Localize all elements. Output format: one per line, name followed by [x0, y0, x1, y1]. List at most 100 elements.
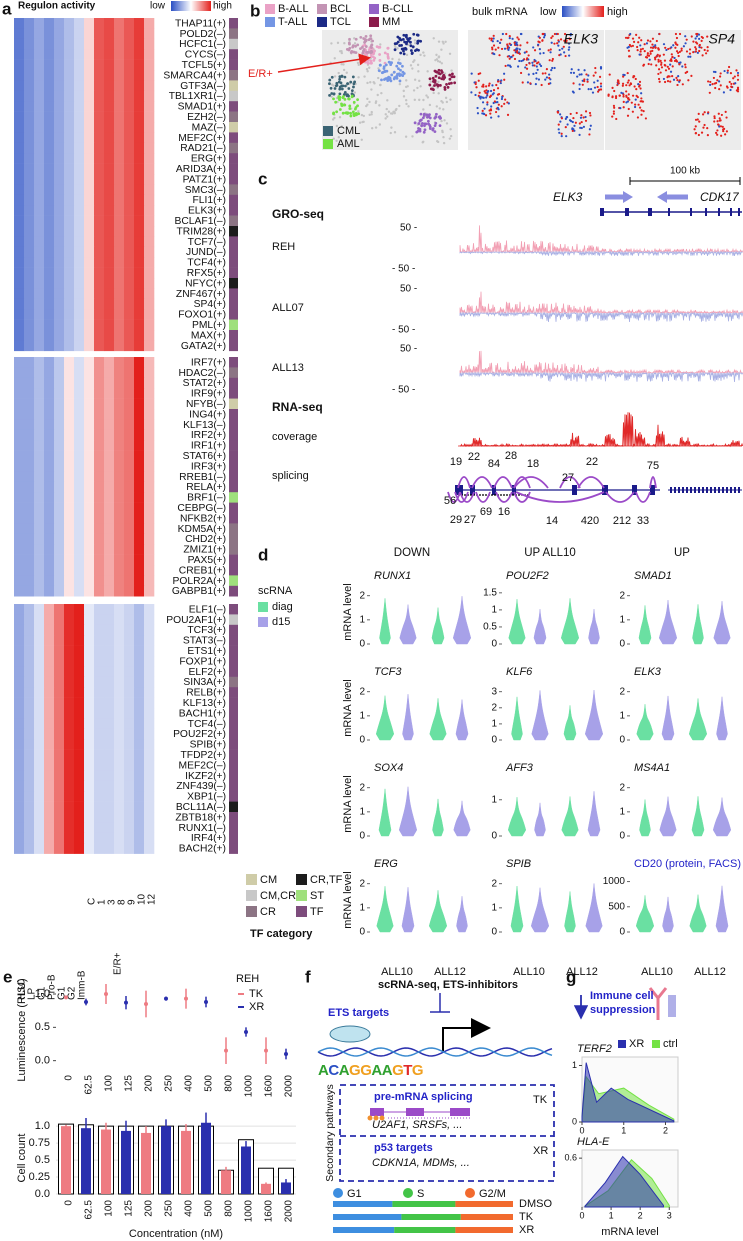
heatmap-cell — [24, 708, 35, 719]
heatmap-cell — [124, 18, 135, 29]
tsne-point — [562, 45, 565, 48]
tsne-point — [386, 56, 390, 60]
heatmap-cell — [134, 749, 145, 761]
tsne-point — [638, 85, 641, 88]
heatmap-cell — [84, 357, 95, 368]
violin — [533, 609, 547, 645]
tsne-point — [663, 80, 667, 84]
heatmap-cell — [94, 122, 105, 133]
tsne-point — [622, 93, 625, 96]
gene-label: KLF6 — [506, 666, 533, 678]
heatmap-cell — [94, 319, 105, 331]
heatmap-cell — [54, 132, 65, 144]
tsne-point — [330, 42, 333, 45]
heatmap-cell — [14, 340, 25, 352]
heatmap-cell — [44, 585, 55, 597]
y-tick-label: 2 — [359, 590, 365, 601]
category-cell — [229, 492, 238, 503]
regulon-label: PATZ1(+) — [183, 174, 226, 185]
tsne-point — [361, 59, 364, 62]
tsne-point — [659, 71, 662, 74]
heatmap-cell — [64, 801, 75, 813]
heatmap-cell — [144, 28, 155, 40]
tsne-point — [373, 56, 377, 60]
heatmap-cell — [134, 585, 145, 597]
tsne-point — [492, 89, 496, 92]
heatmap-cell — [84, 267, 95, 279]
heatmap-cell — [64, 419, 75, 431]
heatmap-cell — [124, 614, 135, 626]
heatmap-cell — [134, 770, 145, 782]
regulon-label: NFYC(+) — [185, 278, 226, 289]
tsne-point — [736, 74, 740, 77]
heatmap-cell — [84, 236, 95, 248]
tsne-point — [435, 53, 438, 57]
heatmap-cell — [104, 90, 115, 102]
heatmap-cell — [34, 481, 45, 493]
tsne-point — [438, 124, 442, 128]
category-cell — [229, 90, 238, 102]
tsne-point — [366, 70, 369, 73]
tsne-point — [518, 48, 521, 51]
tsne-point — [428, 83, 432, 87]
tsne-point — [537, 78, 541, 81]
tsne-point — [402, 52, 406, 56]
y-axis-label: mRNA level — [342, 871, 354, 928]
heatmap-cell — [94, 90, 105, 102]
heatmap-cell — [34, 111, 45, 123]
tsne-point — [482, 85, 485, 88]
tsne-point — [343, 90, 347, 94]
heatmap-cell — [64, 205, 75, 216]
heatmap-cell — [44, 492, 55, 503]
tsne-point — [583, 78, 586, 81]
heatmap-cell — [74, 502, 85, 514]
violin — [635, 895, 655, 933]
heatmap-cell — [114, 80, 125, 92]
tsne-point — [724, 110, 727, 113]
heatmap-cell — [94, 330, 105, 341]
violin — [564, 891, 576, 933]
legend-label: d15 — [272, 616, 290, 628]
tsne-point — [440, 69, 443, 73]
tsne-point — [512, 54, 515, 57]
heatmap-cell — [44, 246, 55, 258]
tsne-point — [440, 48, 443, 51]
heatmap-cell — [134, 822, 145, 834]
tsne-point — [658, 54, 662, 57]
tsne-point — [338, 98, 341, 102]
heatmap-cell — [14, 101, 25, 112]
heatmap-cell — [104, 278, 115, 289]
category-cell — [229, 645, 238, 657]
tsne-point — [551, 57, 554, 61]
heatmap-cell — [114, 330, 125, 341]
heatmap-cell — [114, 377, 125, 389]
heatmap-cell — [44, 708, 55, 719]
legend-title: TF category — [250, 928, 313, 940]
heatmap-cell — [134, 205, 145, 216]
heatmap-cell — [84, 288, 95, 300]
heatmap-cell — [124, 676, 135, 688]
heatmap-cell — [24, 288, 35, 300]
heatmap-cell — [144, 319, 155, 331]
heatmap-cell — [94, 267, 105, 279]
tsne-point — [421, 116, 425, 120]
tsne-point — [378, 104, 381, 107]
tsne-point — [706, 127, 709, 130]
tsne-point — [564, 126, 567, 129]
heatmap-cell — [34, 163, 45, 175]
regulon-label: ELF1(–) — [189, 604, 226, 615]
legend-swatch — [323, 139, 333, 149]
tsne-point — [526, 57, 529, 60]
violin — [402, 694, 414, 741]
heatmap-cell — [14, 533, 25, 545]
x-tick-label: 400 — [184, 1200, 195, 1217]
heatmap-cell — [34, 236, 45, 248]
heatmap-cell — [114, 749, 125, 761]
heatmap-cell — [144, 49, 155, 60]
point — [264, 1048, 268, 1053]
tsne-point — [404, 47, 408, 51]
heatmap-cell — [14, 728, 25, 740]
legend-swatch — [333, 1188, 343, 1198]
tsne-point — [343, 42, 346, 45]
heatmap-cell — [54, 770, 65, 782]
